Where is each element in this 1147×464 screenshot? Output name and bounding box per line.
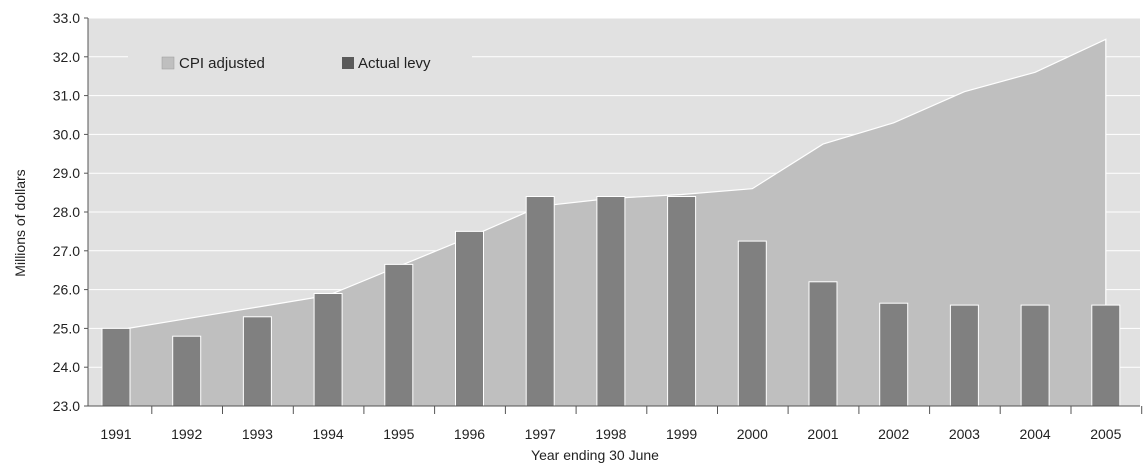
bar-actual-levy xyxy=(313,293,343,407)
bar-actual-levy xyxy=(455,230,484,407)
legend-label-cpi: CPI adjusted xyxy=(179,55,265,72)
bar-actual-levy xyxy=(667,196,697,407)
y-tick-label: 24.0 xyxy=(53,359,80,375)
x-axis-title: Year ending 30 June xyxy=(531,447,659,463)
x-tick-labels: 1991 1992 1993 1994 1995 1996 1997 1998 1999 2000… xyxy=(100,426,1121,442)
x-tick-label: 1999 xyxy=(666,426,697,442)
legend: CPI adjusted Actual levy xyxy=(161,55,431,72)
y-tick-label: 26.0 xyxy=(53,282,80,298)
y-tick-label: 33.0 xyxy=(53,10,80,26)
x-tick-label: 2003 xyxy=(949,426,980,442)
bar-actual-levy xyxy=(242,316,272,407)
legend-swatch-actual xyxy=(342,57,354,69)
x-tick-label: 2002 xyxy=(878,426,909,442)
x-tick-label: 1993 xyxy=(242,426,273,442)
bar-actual-levy xyxy=(172,335,202,407)
x-tick-label: 1991 xyxy=(100,426,131,442)
bar-actual-levy xyxy=(1020,304,1050,407)
bar-actual-levy xyxy=(596,196,626,407)
y-tick-label: 29.0 xyxy=(53,165,80,181)
x-tick-label: 2000 xyxy=(737,426,768,442)
y-tick-label: 32.0 xyxy=(53,49,80,65)
x-tick-label: 2001 xyxy=(807,426,838,442)
x-tick-label: 1995 xyxy=(383,426,414,442)
x-tick-label: 1997 xyxy=(525,426,556,442)
y-tick-label: 27.0 xyxy=(53,243,80,259)
bar-actual-levy xyxy=(384,263,414,407)
y-tick-label: 25.0 xyxy=(53,320,80,336)
x-tick-label: 2004 xyxy=(1020,426,1051,442)
bar-actual-levy xyxy=(525,196,555,407)
area-cpi-outline xyxy=(127,38,1107,406)
legend-swatch-cpi xyxy=(161,56,175,70)
x-tick-label: 2005 xyxy=(1090,426,1121,442)
legend-label-actual: Actual levy xyxy=(358,55,431,72)
axes xyxy=(84,17,1143,414)
bar-actual-levy xyxy=(101,327,131,407)
bar-actual-levy xyxy=(808,281,838,407)
y-tick-label: 23.0 xyxy=(53,398,80,414)
bar-actual-levy xyxy=(737,240,767,407)
bar-actual-levy xyxy=(949,304,979,407)
y-tick-labels: 23.0 24.0 25.0 26.0 27.0 28.0 29.0 30.0 31.0 32.0… xyxy=(53,10,80,414)
bar-actual-levy xyxy=(1091,304,1121,407)
x-tick-label: 1998 xyxy=(595,426,626,442)
y-axis-title: Millions of dollars xyxy=(12,169,28,276)
x-tick-label: 1992 xyxy=(171,426,202,442)
y-tick-label: 28.0 xyxy=(53,204,80,220)
x-tick-label: 1996 xyxy=(454,426,485,442)
y-tick-label: 31.0 xyxy=(53,88,80,104)
x-tick-label: 1994 xyxy=(313,426,344,442)
y-tick-label: 30.0 xyxy=(53,126,80,142)
bar-layer xyxy=(101,196,1121,407)
bar-actual-levy xyxy=(879,302,909,407)
